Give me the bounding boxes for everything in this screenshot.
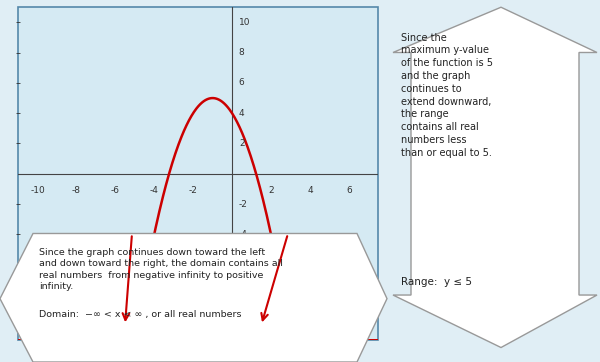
Text: -6: -6 xyxy=(239,260,248,269)
Text: -10: -10 xyxy=(30,186,45,195)
Text: 4: 4 xyxy=(307,186,313,195)
Text: -8: -8 xyxy=(72,186,81,195)
Text: -4: -4 xyxy=(239,230,248,239)
Text: Range:  y ≤ 5: Range: y ≤ 5 xyxy=(401,277,472,287)
Text: -4: -4 xyxy=(150,186,158,195)
Text: 4: 4 xyxy=(239,109,244,118)
Text: 6: 6 xyxy=(346,186,352,195)
Bar xyxy=(18,7,378,340)
Polygon shape xyxy=(393,7,597,348)
Text: -6: -6 xyxy=(111,186,120,195)
Text: 2: 2 xyxy=(268,186,274,195)
Text: -10: -10 xyxy=(239,321,254,330)
Text: -2: -2 xyxy=(239,199,248,209)
Polygon shape xyxy=(0,233,387,362)
Text: Since the graph continues down toward the left
and down toward the right, the do: Since the graph continues down toward th… xyxy=(39,248,283,291)
Text: Domain:  −∞ < x < ∞ , or all real numbers: Domain: −∞ < x < ∞ , or all real numbers xyxy=(39,310,241,319)
Text: 6: 6 xyxy=(239,79,245,88)
Text: Since the
maximum y-value
of the function is 5
and the graph
continues to
extend: Since the maximum y-value of the functio… xyxy=(401,33,493,158)
Text: 2: 2 xyxy=(239,139,244,148)
Text: -2: -2 xyxy=(188,186,197,195)
Text: -8: -8 xyxy=(239,290,248,299)
Text: 10: 10 xyxy=(239,18,250,27)
Text: 8: 8 xyxy=(239,48,245,57)
